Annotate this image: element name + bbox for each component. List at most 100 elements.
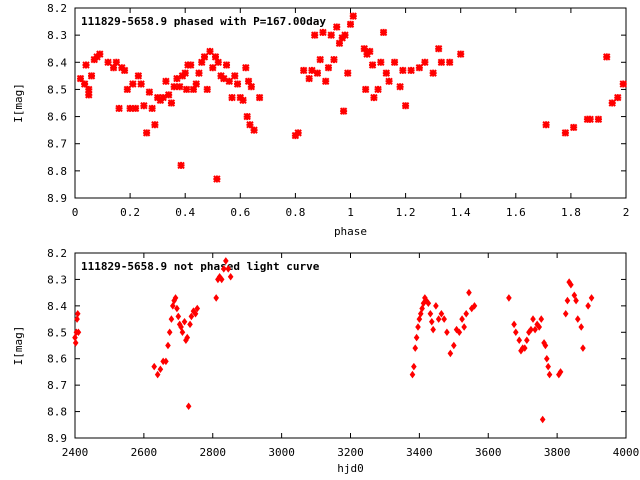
data-point	[188, 312, 195, 321]
data-point	[187, 320, 193, 329]
y-tick-label: 8.6	[47, 111, 67, 124]
x-tick-label: 1	[347, 206, 354, 219]
data-point	[174, 304, 180, 313]
data-point	[441, 315, 447, 323]
data-point	[415, 64, 424, 72]
data-point	[200, 53, 209, 61]
data-point	[538, 315, 545, 323]
x-tick-label: 3600	[475, 446, 502, 459]
data-point	[222, 61, 231, 69]
data-point	[390, 58, 399, 66]
data-point	[344, 69, 352, 77]
data-point	[192, 310, 199, 318]
data-point	[360, 45, 368, 53]
data-point	[428, 317, 435, 326]
data-point	[131, 104, 140, 113]
data-point	[413, 333, 420, 342]
chart-title: 111829-5658.9 not phased light curve	[81, 260, 320, 273]
data-point	[170, 302, 176, 310]
data-point	[542, 121, 550, 129]
data-point	[569, 123, 578, 132]
data-point	[543, 354, 550, 363]
x-tick-label: 0	[72, 206, 79, 219]
data-point	[250, 126, 258, 134]
data-point	[308, 66, 316, 75]
data-point	[227, 273, 234, 281]
y-axis-label: I[mag]	[12, 326, 25, 366]
data-point	[521, 344, 528, 352]
data-point	[461, 323, 467, 331]
data-point	[187, 61, 195, 69]
data-point	[539, 415, 546, 424]
x-tick-label: 2	[623, 206, 630, 219]
data-point	[203, 85, 211, 94]
data-point	[578, 323, 585, 331]
data-point	[619, 80, 627, 88]
x-tick-label: 2400	[62, 446, 89, 459]
x-tick-label: 1.6	[506, 206, 526, 219]
data-point	[151, 121, 159, 129]
data-point	[206, 47, 214, 56]
data-point	[562, 310, 569, 318]
data-point	[451, 341, 457, 350]
data-point	[255, 93, 264, 102]
data-point	[166, 328, 173, 337]
data-point	[557, 368, 564, 376]
data-point	[179, 328, 186, 337]
data-point	[614, 93, 622, 102]
data-point	[377, 58, 385, 66]
y-tick-label: 8.5	[47, 326, 67, 339]
x-tick-label: 1.4	[451, 206, 471, 219]
data-point	[220, 265, 227, 273]
data-point	[333, 23, 341, 31]
data-point	[76, 74, 85, 83]
data-point	[437, 58, 446, 66]
data-point	[456, 328, 463, 337]
x-axis-label: hjd0	[337, 462, 364, 475]
data-point	[346, 20, 355, 28]
data-point	[145, 88, 154, 96]
data-point	[231, 72, 239, 80]
data-point	[173, 74, 181, 83]
data-point	[85, 85, 93, 94]
data-point	[185, 402, 192, 411]
x-tick-label: 0.4	[175, 206, 195, 219]
data-point	[172, 294, 179, 302]
data-point	[151, 362, 158, 371]
data-point	[198, 58, 206, 66]
data-point	[85, 91, 93, 99]
data-point	[399, 66, 407, 75]
data-point	[177, 161, 185, 170]
data-point	[87, 72, 96, 80]
x-tick-label: 3400	[406, 446, 433, 459]
data-point	[330, 55, 338, 64]
x-tick-label: 2600	[131, 446, 158, 459]
data-point	[571, 291, 578, 300]
chart-title: 111829-5658.9 phased with P=167.00day	[81, 15, 326, 28]
y-tick-label: 8.3	[47, 29, 67, 42]
data-point	[192, 80, 200, 88]
y-tick-label: 8.8	[47, 406, 67, 419]
data-point	[459, 315, 465, 323]
data-point	[396, 83, 404, 91]
data-point	[213, 294, 219, 302]
data-point	[142, 129, 151, 137]
data-point	[513, 328, 519, 337]
data-point	[516, 336, 523, 344]
data-point	[385, 77, 393, 85]
data-point	[445, 58, 454, 66]
data-point	[137, 80, 145, 88]
data-point	[379, 28, 388, 37]
data-point	[506, 294, 512, 302]
data-point	[82, 61, 90, 69]
data-point	[471, 302, 478, 310]
data-point	[588, 294, 595, 302]
data-point	[444, 328, 450, 337]
data-point	[213, 175, 221, 183]
data-point	[225, 265, 232, 273]
x-tick-label: 4000	[613, 446, 640, 459]
x-axis-label: phase	[334, 225, 367, 238]
data-point	[313, 69, 322, 77]
data-point	[194, 304, 201, 313]
data-point	[542, 341, 549, 350]
